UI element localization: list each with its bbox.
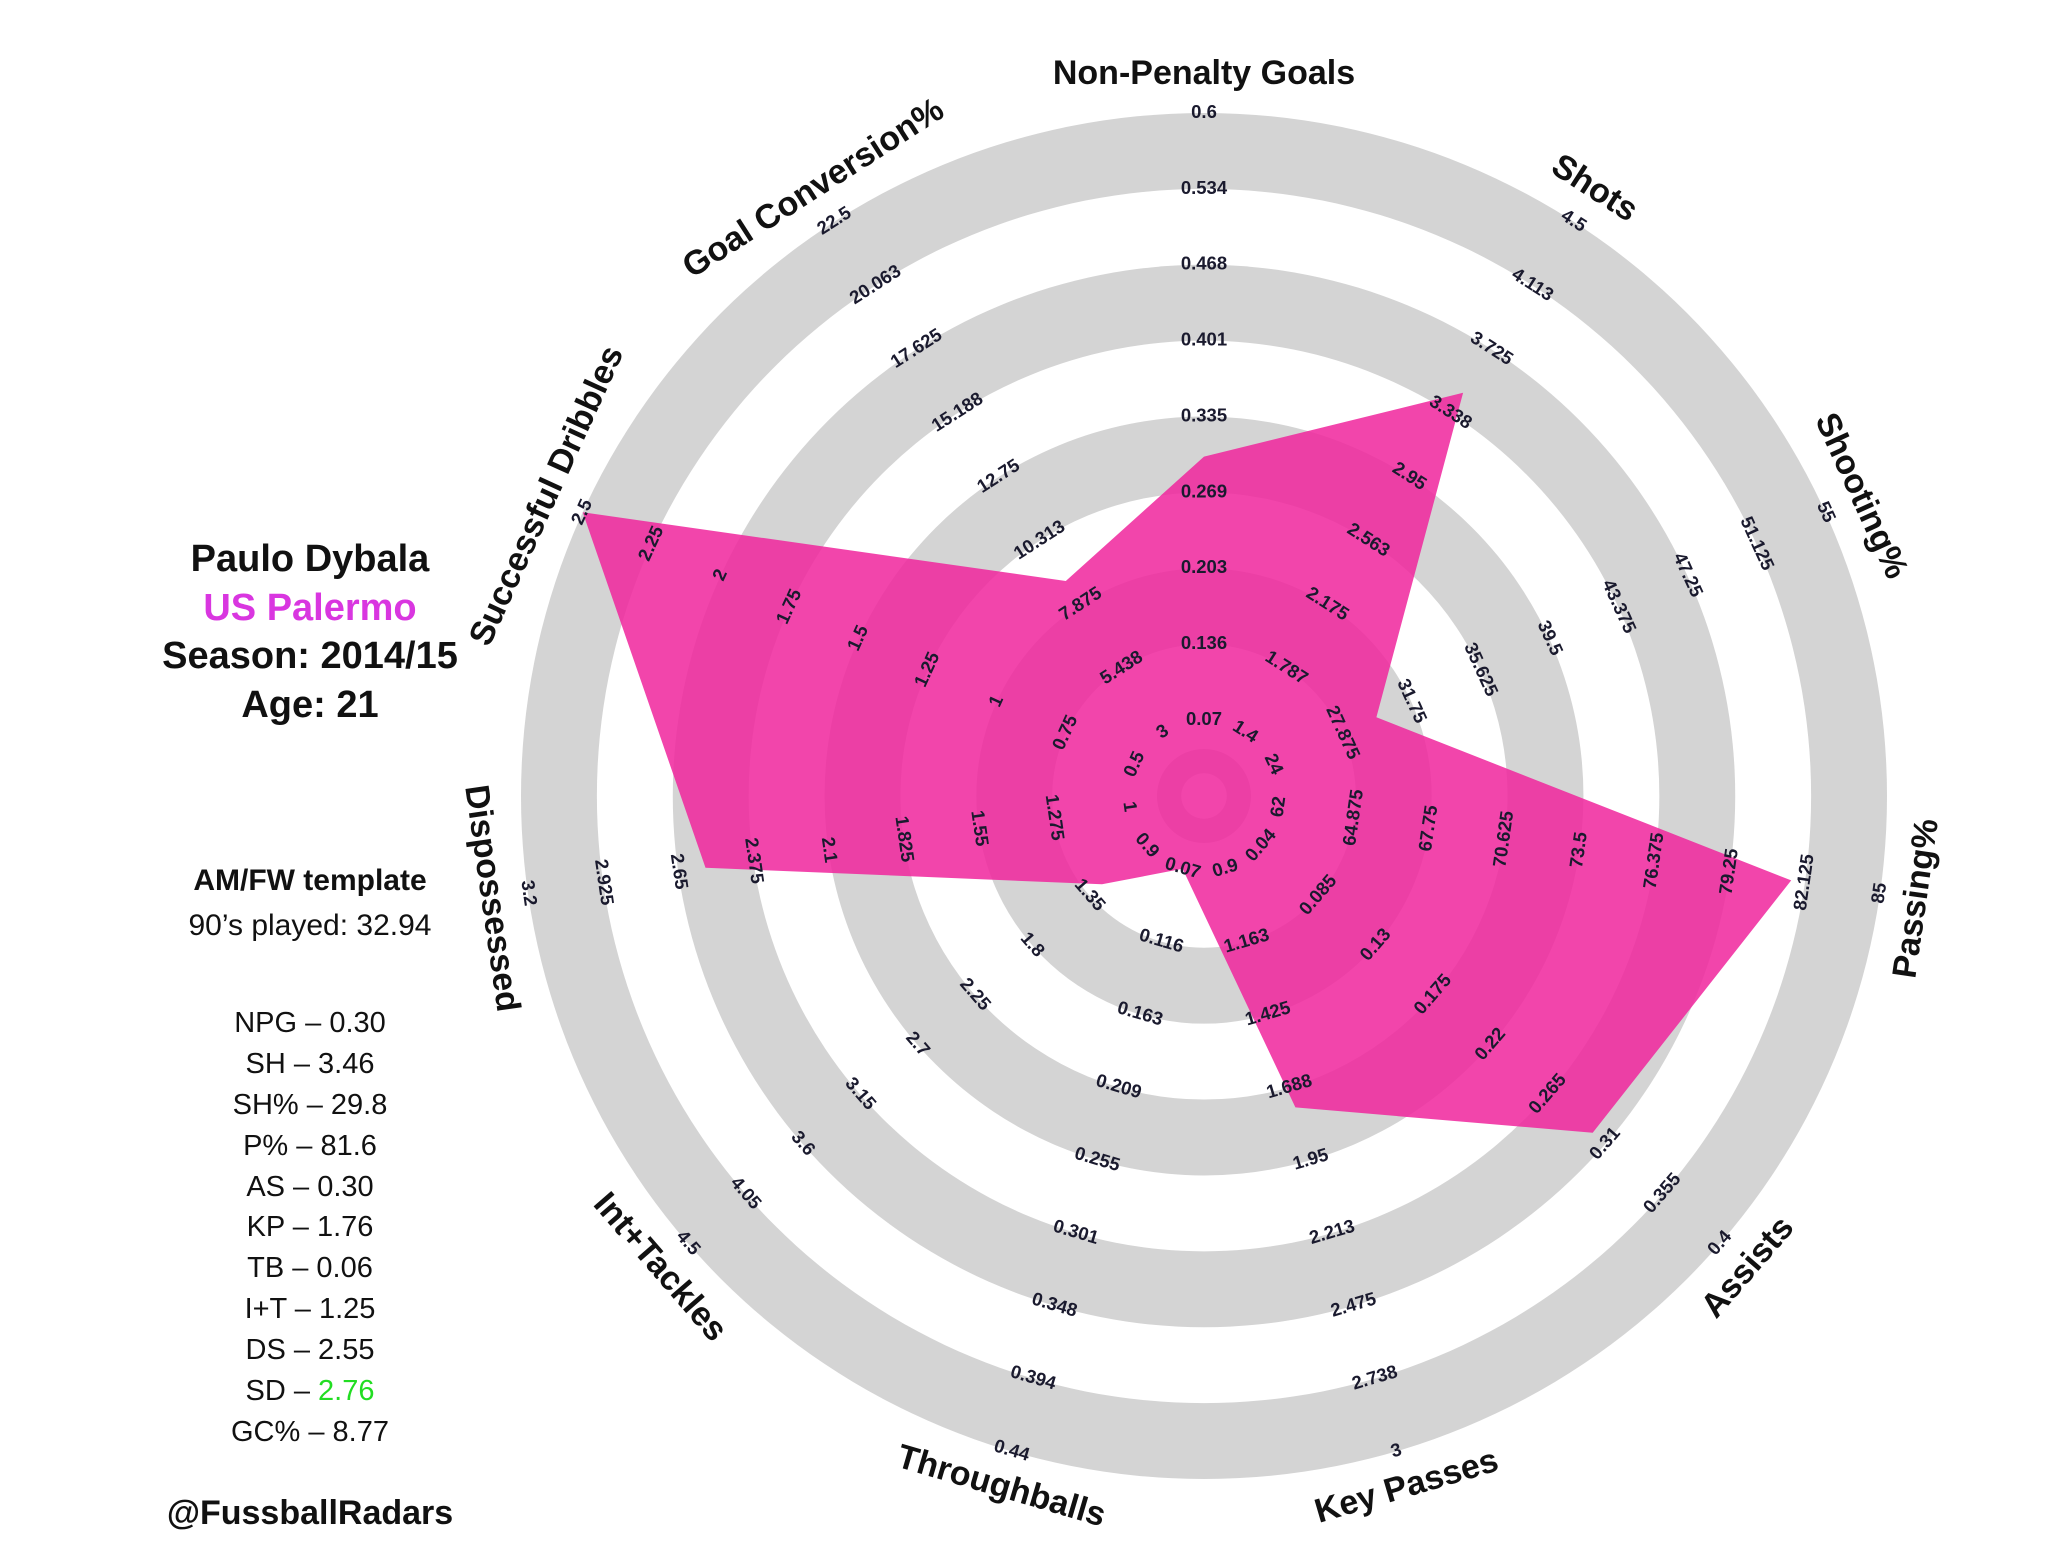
svg-text:Dispossessed: Dispossessed <box>457 782 527 1014</box>
svg-text:0.534: 0.534 <box>1181 177 1228 198</box>
svg-text:0.07: 0.07 <box>1186 708 1222 729</box>
svg-text:0.136: 0.136 <box>1181 632 1227 653</box>
svg-text:0.269: 0.269 <box>1181 480 1227 501</box>
svg-text:85: 85 <box>1867 881 1891 904</box>
svg-text:Passing%: Passing% <box>1885 816 1945 980</box>
svg-text:62: 62 <box>1266 795 1290 818</box>
svg-text:0.203: 0.203 <box>1181 556 1227 577</box>
svg-text:0.335: 0.335 <box>1181 404 1227 425</box>
svg-text:0.468: 0.468 <box>1181 253 1227 274</box>
svg-text:Non-Penalty Goals: Non-Penalty Goals <box>1053 54 1355 92</box>
svg-text:0.401: 0.401 <box>1181 329 1227 350</box>
svg-text:3.2: 3.2 <box>517 879 541 907</box>
svg-text:0.6: 0.6 <box>1191 101 1217 122</box>
svg-text:2.1: 2.1 <box>818 836 842 864</box>
